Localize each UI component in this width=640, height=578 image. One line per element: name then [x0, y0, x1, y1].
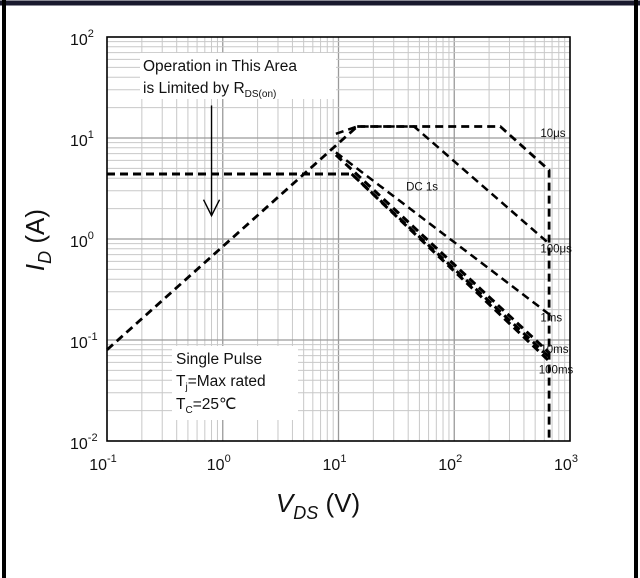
- curve-labels: 10μs 100μs 1ms 10ms 100ms DC 1s: [406, 128, 573, 377]
- x-tick-label: 103: [554, 453, 578, 474]
- x-tick-exponent: 2: [456, 453, 462, 465]
- condition-single-pulse: Single Pulse: [176, 351, 262, 368]
- y-axis-label-unit: (A): [20, 209, 50, 251]
- x-axis-label-unit: (V): [318, 488, 360, 518]
- y-tick-label: 102: [70, 28, 94, 49]
- x-tick-label: 102: [438, 453, 462, 474]
- x-tick-base: 10: [89, 457, 107, 474]
- curve-label: 100μs: [540, 244, 572, 256]
- y-tick-label: 10-2: [70, 432, 98, 453]
- curve-label: DC 1s: [406, 181, 438, 193]
- condition-1-sub: j: [184, 382, 187, 393]
- x-tick-exponent: 1: [340, 453, 346, 465]
- y-tick-exponent: -1: [88, 331, 98, 343]
- x-axis-label-main: V: [276, 488, 296, 518]
- y-tick-label: 10-1: [70, 331, 98, 352]
- x-tick-exponent: -1: [107, 453, 117, 465]
- arrow-head: [202, 199, 221, 218]
- y-axis-label: ID (A): [20, 209, 55, 271]
- curve-1ms: [335, 151, 550, 316]
- curve-label: 1ms: [540, 313, 562, 325]
- curve-label: 100ms: [539, 365, 574, 377]
- y-axis-label-sub: D: [35, 251, 55, 264]
- y-tick-base: 10: [70, 133, 88, 150]
- curve-10-s: [357, 125, 551, 441]
- curve-10ms: [334, 153, 551, 354]
- limit-text-line2-main: is Limited by R: [143, 80, 245, 97]
- condition-1-main: T: [176, 373, 186, 390]
- limit-text-line1: Operation in This Area: [143, 58, 297, 75]
- limit-text-line2-sub: DS(on): [245, 89, 277, 100]
- y-tick-exponent: 0: [88, 230, 94, 242]
- y-tick-base: 10: [70, 234, 88, 251]
- condition-2-rest: =25℃: [193, 396, 237, 413]
- curve-label: 10ms: [540, 344, 568, 356]
- curve-dc-1s: [107, 172, 551, 363]
- y-axis-label-main: I: [20, 264, 50, 271]
- y-tick-exponent: 2: [88, 28, 94, 40]
- x-axis-label-sub: DS: [293, 503, 318, 523]
- y-tick-label: 101: [70, 129, 94, 150]
- x-tick-base: 10: [207, 457, 225, 474]
- x-tick-base: 10: [554, 457, 572, 474]
- condition-tj: Tj=Max rated: [176, 373, 266, 393]
- y-tick-label: 100: [70, 230, 94, 251]
- y-tick-exponent: 1: [88, 129, 94, 141]
- limit-text-line2: is Limited by RDS(on): [143, 80, 276, 100]
- x-tick-labels: 10-1 100 101 102 103: [89, 453, 578, 474]
- x-tick-label: 100: [207, 453, 231, 474]
- y-tick-base: 10: [70, 32, 88, 49]
- x-tick-label: 10-1: [89, 453, 117, 474]
- x-tick-label: 101: [323, 453, 347, 474]
- y-tick-base: 10: [70, 436, 88, 453]
- y-tick-base: 10: [70, 335, 88, 352]
- x-tick-exponent: 0: [225, 453, 231, 465]
- condition-tc: TC=25℃: [176, 396, 236, 416]
- condition-2-main: T: [176, 396, 186, 413]
- x-tick-base: 10: [438, 457, 456, 474]
- condition-2-sub: C: [185, 405, 192, 416]
- curve-label: 10μs: [540, 128, 565, 140]
- plot-area-border: [106, 36, 571, 442]
- x-tick-exponent: 3: [572, 453, 578, 465]
- condition-0-main: Single Pulse: [176, 351, 262, 368]
- soa-curves: [106, 125, 551, 441]
- limit-arrow: [202, 105, 221, 218]
- x-axis-label: VDS (V): [276, 488, 360, 523]
- x-tick-base: 10: [323, 457, 341, 474]
- y-tick-exponent: -2: [88, 432, 98, 444]
- conditions-backdrop: [172, 346, 298, 420]
- condition-1-rest: =Max rated: [188, 373, 266, 390]
- curve-rdson-limit: [106, 125, 359, 351]
- annotation-backdrop: [140, 53, 336, 99]
